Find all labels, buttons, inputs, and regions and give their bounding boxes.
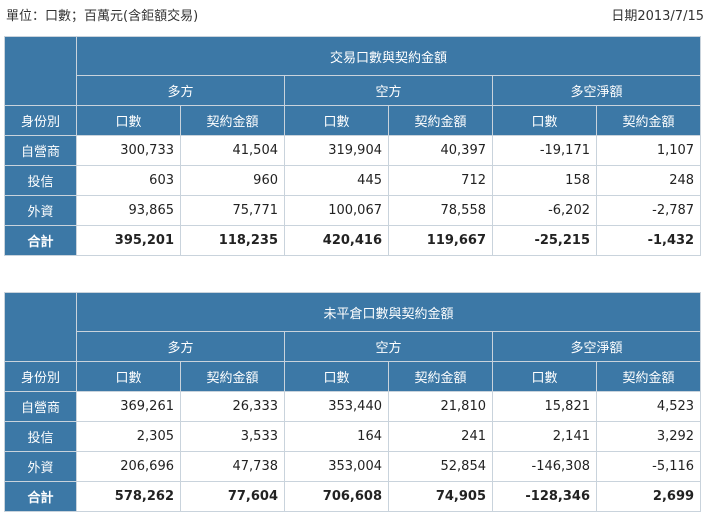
corner-cell (4, 36, 77, 106)
table-row: 外資 93,865 75,771 100,067 78,558 -6,202 -… (4, 195, 702, 226)
cell: 119,667 (388, 225, 493, 256)
row-label: 自營商 (4, 135, 77, 166)
identity-header: 身份別 (4, 105, 77, 136)
group-short: 空方 (284, 331, 493, 362)
group-header-row: 多方 空方 多空淨額 (5, 75, 702, 106)
cell: -1,432 (595, 225, 702, 256)
cell: 78,558 (388, 195, 493, 226)
cell: 75,771 (180, 195, 285, 226)
cell: 77,604 (180, 481, 285, 512)
cell: -19,171 (492, 135, 597, 166)
report-header: 單位：口數；百萬元(含鉅額交易) 日期2013/7/15 (0, 0, 712, 28)
cell: 93,865 (76, 195, 181, 226)
cell: 118,235 (180, 225, 285, 256)
row-label: 投信 (4, 165, 77, 196)
corner-cell (4, 292, 77, 362)
cell: 21,810 (388, 391, 493, 422)
table-title: 未平倉口數與契約金額 (75, 292, 702, 332)
table-title: 交易口數與契約金額 (75, 36, 702, 76)
table-row: 投信 2,305 3,533 164 241 2,141 3,292 (4, 421, 702, 452)
group-net: 多空淨額 (491, 331, 702, 362)
cell: 603 (76, 165, 181, 196)
total-row: 合計 578,262 77,604 706,608 74,905 -128,34… (4, 481, 702, 512)
table-row: 投信 603 960 445 712 158 248 (4, 165, 702, 196)
column-header-row: 身份別 口數 契約金額 口數 契約金額 口數 契約金額 (4, 361, 702, 392)
cell: 47,738 (180, 451, 285, 482)
cell: 960 (180, 165, 285, 196)
group-net: 多空淨額 (491, 75, 702, 106)
col-header: 契約金額 (595, 361, 702, 392)
col-header: 口數 (492, 361, 597, 392)
cell: 369,261 (76, 391, 181, 422)
column-header-row: 身份別 口數 契約金額 口數 契約金額 口數 契約金額 (4, 105, 702, 136)
cell: 300,733 (76, 135, 181, 166)
cell: 712 (388, 165, 493, 196)
table-title-row: 交易口數與契約金額 (4, 36, 702, 106)
cell: 706,608 (284, 481, 389, 512)
cell: 206,696 (76, 451, 181, 482)
cell: -6,202 (492, 195, 597, 226)
table-title-row: 未平倉口數與契約金額 (4, 292, 702, 362)
identity-header: 身份別 (4, 361, 77, 392)
cell: 15,821 (492, 391, 597, 422)
cell: 353,440 (284, 391, 389, 422)
row-label: 外資 (4, 451, 77, 482)
cell: 26,333 (180, 391, 285, 422)
cell: 100,067 (284, 195, 389, 226)
cell: -2,787 (595, 195, 702, 226)
col-header: 口數 (284, 105, 389, 136)
col-header: 口數 (76, 361, 181, 392)
col-header: 契約金額 (180, 105, 285, 136)
table-row: 自營商 369,261 26,333 353,440 21,810 15,821… (4, 391, 702, 422)
trading-volume-table: 交易口數與契約金額 多方 空方 多空淨額 身份別 口數 契約金額 口數 契約金額… (4, 36, 702, 256)
col-header: 契約金額 (388, 105, 493, 136)
cell: 241 (388, 421, 493, 452)
cell: 3,533 (180, 421, 285, 452)
cell: 395,201 (76, 225, 181, 256)
cell: 4,523 (595, 391, 702, 422)
row-label: 外資 (4, 195, 77, 226)
cell: 420,416 (284, 225, 389, 256)
table-row: 外資 206,696 47,738 353,004 52,854 -146,30… (4, 451, 702, 482)
cell: 319,904 (284, 135, 389, 166)
col-header: 契約金額 (388, 361, 493, 392)
report-date: 日期2013/7/15 (611, 9, 704, 24)
cell: 52,854 (388, 451, 493, 482)
group-long: 多方 (76, 75, 285, 106)
cell: 2,141 (492, 421, 597, 452)
row-label: 合計 (4, 481, 77, 512)
table-row: 自營商 300,733 41,504 319,904 40,397 -19,17… (4, 135, 702, 166)
cell: 2,699 (595, 481, 702, 512)
col-header: 契約金額 (595, 105, 702, 136)
group-header-row: 多方 空方 多空淨額 (5, 331, 702, 362)
cell: 248 (595, 165, 702, 196)
cell: 164 (284, 421, 389, 452)
col-header: 口數 (492, 105, 597, 136)
cell: 40,397 (388, 135, 493, 166)
cell: 74,905 (388, 481, 493, 512)
cell: 445 (284, 165, 389, 196)
cell: 41,504 (180, 135, 285, 166)
unit-note: 單位：口數；百萬元(含鉅額交易) (6, 9, 199, 24)
cell: -5,116 (595, 451, 702, 482)
cell: 1,107 (595, 135, 702, 166)
open-interest-table: 未平倉口數與契約金額 多方 空方 多空淨額 身份別 口數 契約金額 口數 契約金… (4, 292, 702, 512)
group-short: 空方 (284, 75, 493, 106)
cell: 158 (492, 165, 597, 196)
row-label: 自營商 (4, 391, 77, 422)
col-header: 口數 (76, 105, 181, 136)
group-long: 多方 (76, 331, 285, 362)
row-label: 投信 (4, 421, 77, 452)
cell: -25,215 (492, 225, 597, 256)
cell: -146,308 (492, 451, 597, 482)
col-header: 口數 (284, 361, 389, 392)
cell: 2,305 (76, 421, 181, 452)
cell: 353,004 (284, 451, 389, 482)
cell: -128,346 (492, 481, 597, 512)
col-header: 契約金額 (180, 361, 285, 392)
total-row: 合計 395,201 118,235 420,416 119,667 -25,2… (4, 225, 702, 256)
cell: 578,262 (76, 481, 181, 512)
row-label: 合計 (4, 225, 77, 256)
cell: 3,292 (595, 421, 702, 452)
